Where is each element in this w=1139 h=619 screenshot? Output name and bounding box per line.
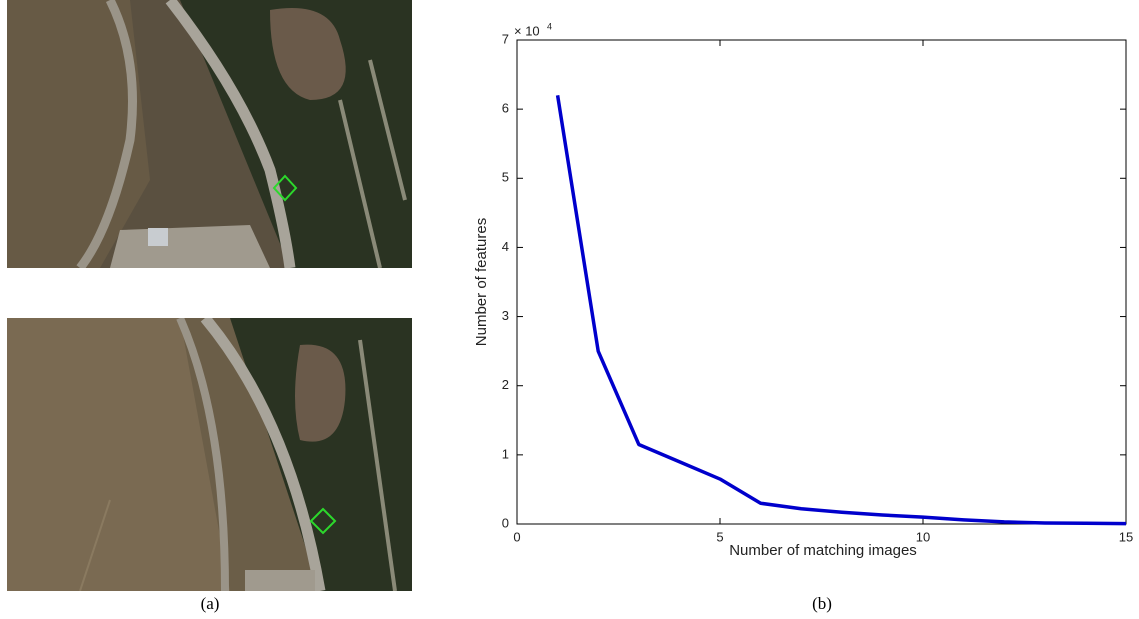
figure: (a) (b) Number of matching images Number… bbox=[0, 0, 1139, 619]
y-multiplier: × 10 bbox=[514, 23, 540, 38]
y-tick-label: 0 bbox=[502, 515, 509, 530]
x-axis-label: Number of matching images bbox=[729, 542, 917, 559]
x-tick-label: 10 bbox=[916, 529, 930, 544]
y-multiplier-exponent: 4 bbox=[547, 21, 552, 31]
axes-box bbox=[517, 40, 1126, 524]
aerial-image-top bbox=[7, 0, 412, 268]
aerial-image-bottom bbox=[7, 318, 412, 591]
x-tick-label: 0 bbox=[513, 529, 520, 544]
caption: (b) bbox=[812, 594, 832, 613]
y-axis-label: Number of features bbox=[473, 218, 490, 346]
y-tick-label: 1 bbox=[502, 446, 509, 461]
y-tick-label: 6 bbox=[502, 101, 509, 116]
y-tick-label: 4 bbox=[502, 239, 509, 254]
x-tick-label: 15 bbox=[1119, 529, 1133, 544]
y-tick-label: 2 bbox=[502, 377, 509, 392]
y-tick-label: 5 bbox=[502, 170, 509, 185]
line-series bbox=[558, 95, 1126, 523]
y-tick-label: 7 bbox=[502, 31, 509, 46]
x-tick-label: 5 bbox=[716, 529, 723, 544]
y-tick-label: 3 bbox=[502, 308, 509, 323]
caption: (a) bbox=[201, 594, 220, 613]
